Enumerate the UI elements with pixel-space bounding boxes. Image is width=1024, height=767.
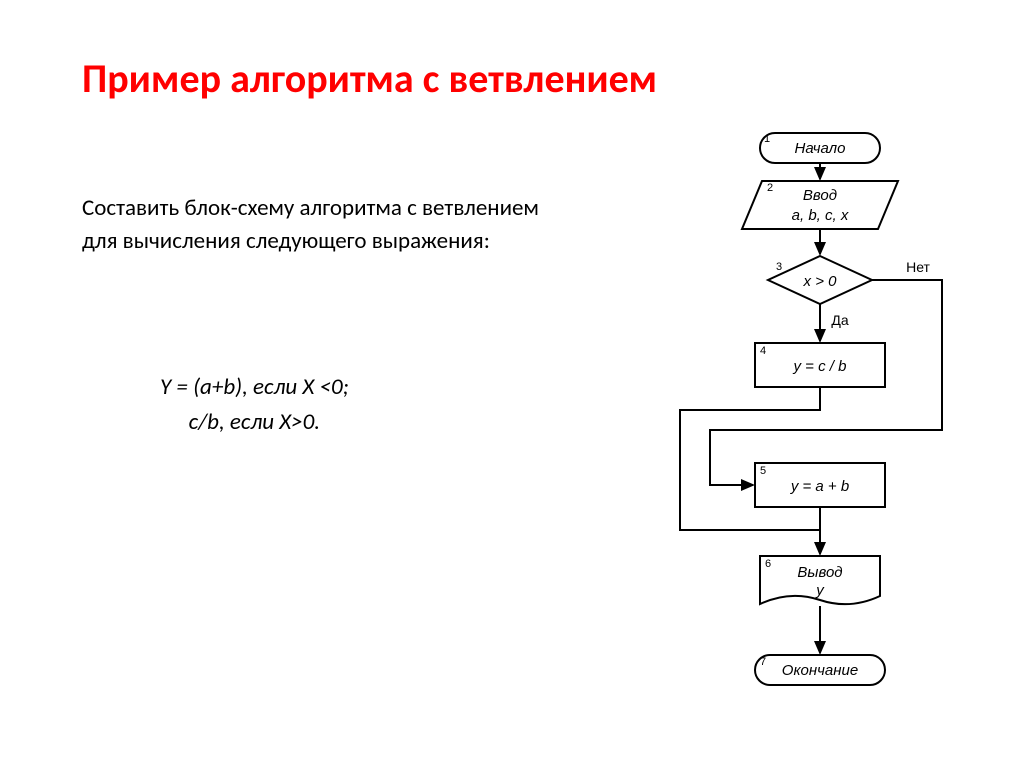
node-process-2-num: 5	[760, 465, 766, 477]
node-decision-num: 3	[776, 261, 782, 273]
formula-line-1: Y = (a+b), если X <0;	[160, 373, 349, 401]
flowchart-diagram: Начало 1 Ввод a, b, c, x 2 x > 0 3 Да Не…	[640, 130, 980, 730]
label-no: Нет	[906, 259, 930, 275]
node-start: Начало 1	[760, 133, 880, 163]
task-description: Составить блок-схему алгоритма с ветвлен…	[82, 192, 542, 259]
node-process-1: y = c / b 4	[755, 343, 885, 387]
node-output-label2: y	[815, 582, 825, 599]
formula-line-2: c/b, если X>0.	[189, 408, 320, 436]
node-output-label1: Вывод	[797, 564, 842, 581]
node-input-label1: Ввод	[803, 187, 837, 204]
node-output: Вывод y 6	[760, 556, 880, 604]
node-process-1-label: y = c / b	[793, 358, 847, 375]
node-input-label2: a, b, c, x	[792, 207, 849, 224]
node-start-label: Начало	[795, 140, 846, 157]
node-process-2-label: y = a + b	[790, 478, 849, 495]
node-output-num: 6	[765, 558, 771, 570]
node-input-num: 2	[767, 182, 773, 194]
node-start-num: 1	[764, 133, 770, 145]
node-input: Ввод a, b, c, x 2	[742, 181, 898, 229]
node-end-num: 7	[760, 656, 766, 668]
formula-block: Y = (a+b), если X <0; c/b, если X>0.	[160, 370, 349, 439]
node-end-label: Окончание	[782, 662, 858, 679]
label-yes: Да	[831, 312, 848, 328]
node-process-2: y = a + b 5	[755, 463, 885, 507]
node-decision: x > 0 3	[768, 256, 872, 304]
node-process-1-num: 4	[760, 345, 766, 357]
node-end: Окончание 7	[755, 655, 885, 685]
node-decision-label: x > 0	[803, 273, 838, 290]
page-title: Пример алгоритма с ветвлением	[82, 54, 657, 103]
